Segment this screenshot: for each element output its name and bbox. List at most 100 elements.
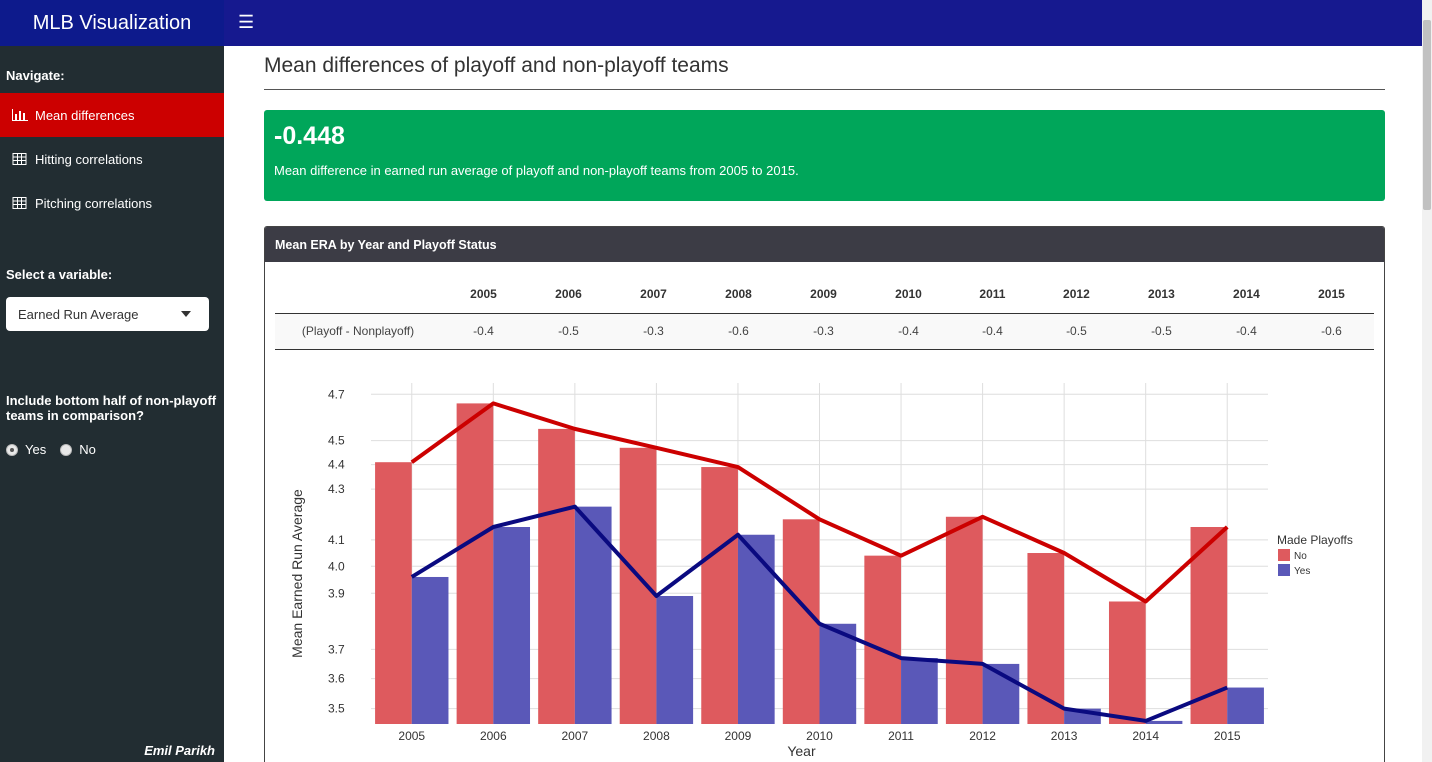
- sidebar-item-label: Mean differences: [35, 107, 135, 123]
- table-header-year: 2010: [866, 275, 951, 314]
- value-box-value: -0.448: [274, 122, 345, 150]
- table-header-year: 2012: [1033, 275, 1119, 314]
- bar-no: [701, 467, 738, 724]
- chevron-down-icon: [181, 311, 191, 317]
- scrollbar-thumb[interactable]: [1423, 20, 1431, 210]
- era-chart-box: Mean ERA by Year and Playoff Status 2005…: [264, 226, 1385, 762]
- x-tick-label: 2015: [1214, 729, 1241, 743]
- include-radio-group: Yes No: [6, 442, 96, 457]
- table-icon: [12, 153, 27, 165]
- y-tick-label: 4.3: [328, 482, 345, 496]
- legend-label-no: No: [1294, 551, 1307, 562]
- bar-yes: [656, 595, 694, 724]
- table-header-year: 2013: [1118, 275, 1204, 314]
- y-tick-label: 4.7: [328, 387, 345, 401]
- x-tick-label: 2013: [1051, 729, 1078, 743]
- sidebar-item-pitching-correlations[interactable]: Pitching correlations: [0, 181, 224, 225]
- value-box: -0.448 Mean difference in earned run ave…: [264, 110, 1385, 201]
- table-header-row: 2005 2006 2007 2008 2009 2010 2011 2012 2013 2014…: [275, 275, 1374, 314]
- table-header-year: 2005: [441, 275, 526, 314]
- y-tick-label: 4.1: [328, 533, 345, 547]
- include-bottom-half-label: Include bottom half of non-playoff teams…: [6, 393, 217, 423]
- y-tick-label: 4.4: [328, 458, 345, 472]
- y-tick-label: 4.0: [328, 559, 345, 573]
- legend-swatch-no: [1278, 549, 1290, 561]
- table-cell-diff: -0.5: [526, 313, 611, 350]
- table-header-blank: [275, 275, 441, 314]
- table-header-year: 2007: [611, 275, 696, 314]
- y-tick-label: 3.6: [328, 672, 345, 686]
- legend-label-yes: Yes: [1294, 566, 1310, 577]
- table-header-year: 2015: [1288, 275, 1374, 314]
- table-cell-diff: -0.4: [441, 313, 526, 350]
- era-difference-table: 2005 2006 2007 2008 2009 2010 2011 2012 2013 2014…: [275, 275, 1374, 350]
- bar-yes: [901, 658, 938, 724]
- bar-no: [1027, 553, 1065, 724]
- table-header-year: 2006: [526, 275, 611, 314]
- bar-no: [782, 519, 820, 724]
- sidebar-item-mean-differences[interactable]: Mean differences: [0, 93, 224, 137]
- bar-no: [375, 462, 412, 724]
- sidebar-item-hitting-correlations[interactable]: Hitting correlations: [0, 137, 224, 181]
- radio-no[interactable]: [60, 443, 73, 456]
- bar-chart-icon: [12, 109, 28, 121]
- era-bar-line-chart: 3.5 3.6 3.7 3.9 4.0 4.1 4.3 4.4 4.5 4.7 2005 2006 20…: [289, 383, 1353, 759]
- table-cell-diff: -0.6: [1288, 313, 1374, 350]
- navigate-label: Navigate:: [6, 68, 65, 83]
- x-axis-title: Year: [787, 743, 816, 759]
- page-scrollbar[interactable]: [1422, 0, 1432, 762]
- bar-no: [538, 428, 575, 724]
- sidebar-item-label: Hitting correlations: [35, 151, 143, 167]
- table-cell-diff: -0.4: [951, 313, 1034, 350]
- y-tick-label: 3.7: [328, 642, 345, 656]
- variable-select-value: Earned Run Average: [18, 307, 139, 322]
- table-cell-diff: -0.5: [1118, 313, 1204, 350]
- box-title: Mean ERA by Year and Playoff Status: [265, 227, 1384, 262]
- hamburger-icon[interactable]: ☰: [238, 12, 255, 32]
- y-axis-title: Mean Earned Run Average: [289, 489, 305, 658]
- radio-yes-label[interactable]: Yes: [25, 442, 47, 457]
- x-tick-label: 2008: [643, 729, 670, 743]
- table-row: (Playoff - Nonplayoff) -0.4 -0.5 -0.3 -0.6-…: [275, 313, 1374, 350]
- bar-no: [1108, 601, 1146, 724]
- author-credit: Emil Parikh: [144, 743, 215, 758]
- top-navbar: ☰: [224, 0, 1422, 46]
- app-logo[interactable]: MLB Visualization: [0, 0, 224, 46]
- x-tick-label: 2007: [562, 729, 589, 743]
- page-title: Mean differences of playoff and non-play…: [264, 54, 729, 77]
- bar-yes: [737, 534, 775, 724]
- x-tick-label: 2010: [806, 729, 833, 743]
- radio-no-label[interactable]: No: [79, 442, 96, 457]
- bar-yes: [1227, 687, 1264, 724]
- bar-no: [945, 516, 983, 724]
- table-icon: [12, 197, 27, 209]
- x-tick-label: 2012: [969, 729, 996, 743]
- table-cell-diff: -0.5: [1033, 313, 1119, 350]
- legend-swatch-yes: [1278, 564, 1290, 576]
- table-row-label: (Playoff - Nonplayoff): [275, 313, 441, 350]
- table-cell-diff: -0.4: [1203, 313, 1289, 350]
- table-header-year: 2011: [951, 275, 1034, 314]
- table-header-year: 2009: [781, 275, 866, 314]
- variable-select[interactable]: Earned Run Average: [6, 297, 209, 331]
- series-line-yes: [410, 504, 1228, 723]
- table-cell-diff: -0.4: [866, 313, 951, 350]
- legend-title: Made Playoffs: [1277, 533, 1353, 547]
- table-cell-diff: -0.3: [781, 313, 866, 350]
- title-divider: [264, 89, 1385, 90]
- bar-no: [864, 555, 902, 724]
- y-tick-label: 3.5: [328, 702, 345, 716]
- table-cell-diff: -0.3: [611, 313, 696, 350]
- x-tick-label: 2005: [398, 729, 425, 743]
- bar-yes: [1145, 720, 1183, 724]
- y-tick-label: 4.5: [328, 434, 345, 448]
- x-tick-label: 2014: [1132, 729, 1159, 743]
- table-cell-diff: -0.6: [696, 313, 781, 350]
- radio-yes[interactable]: [6, 443, 18, 456]
- bar-no: [619, 447, 657, 724]
- select-variable-label: Select a variable:: [6, 267, 113, 282]
- table-header-year: 2014: [1203, 275, 1289, 314]
- bar-yes: [411, 576, 449, 724]
- table-header-year: 2008: [696, 275, 781, 314]
- x-tick-label: 2011: [888, 729, 914, 743]
